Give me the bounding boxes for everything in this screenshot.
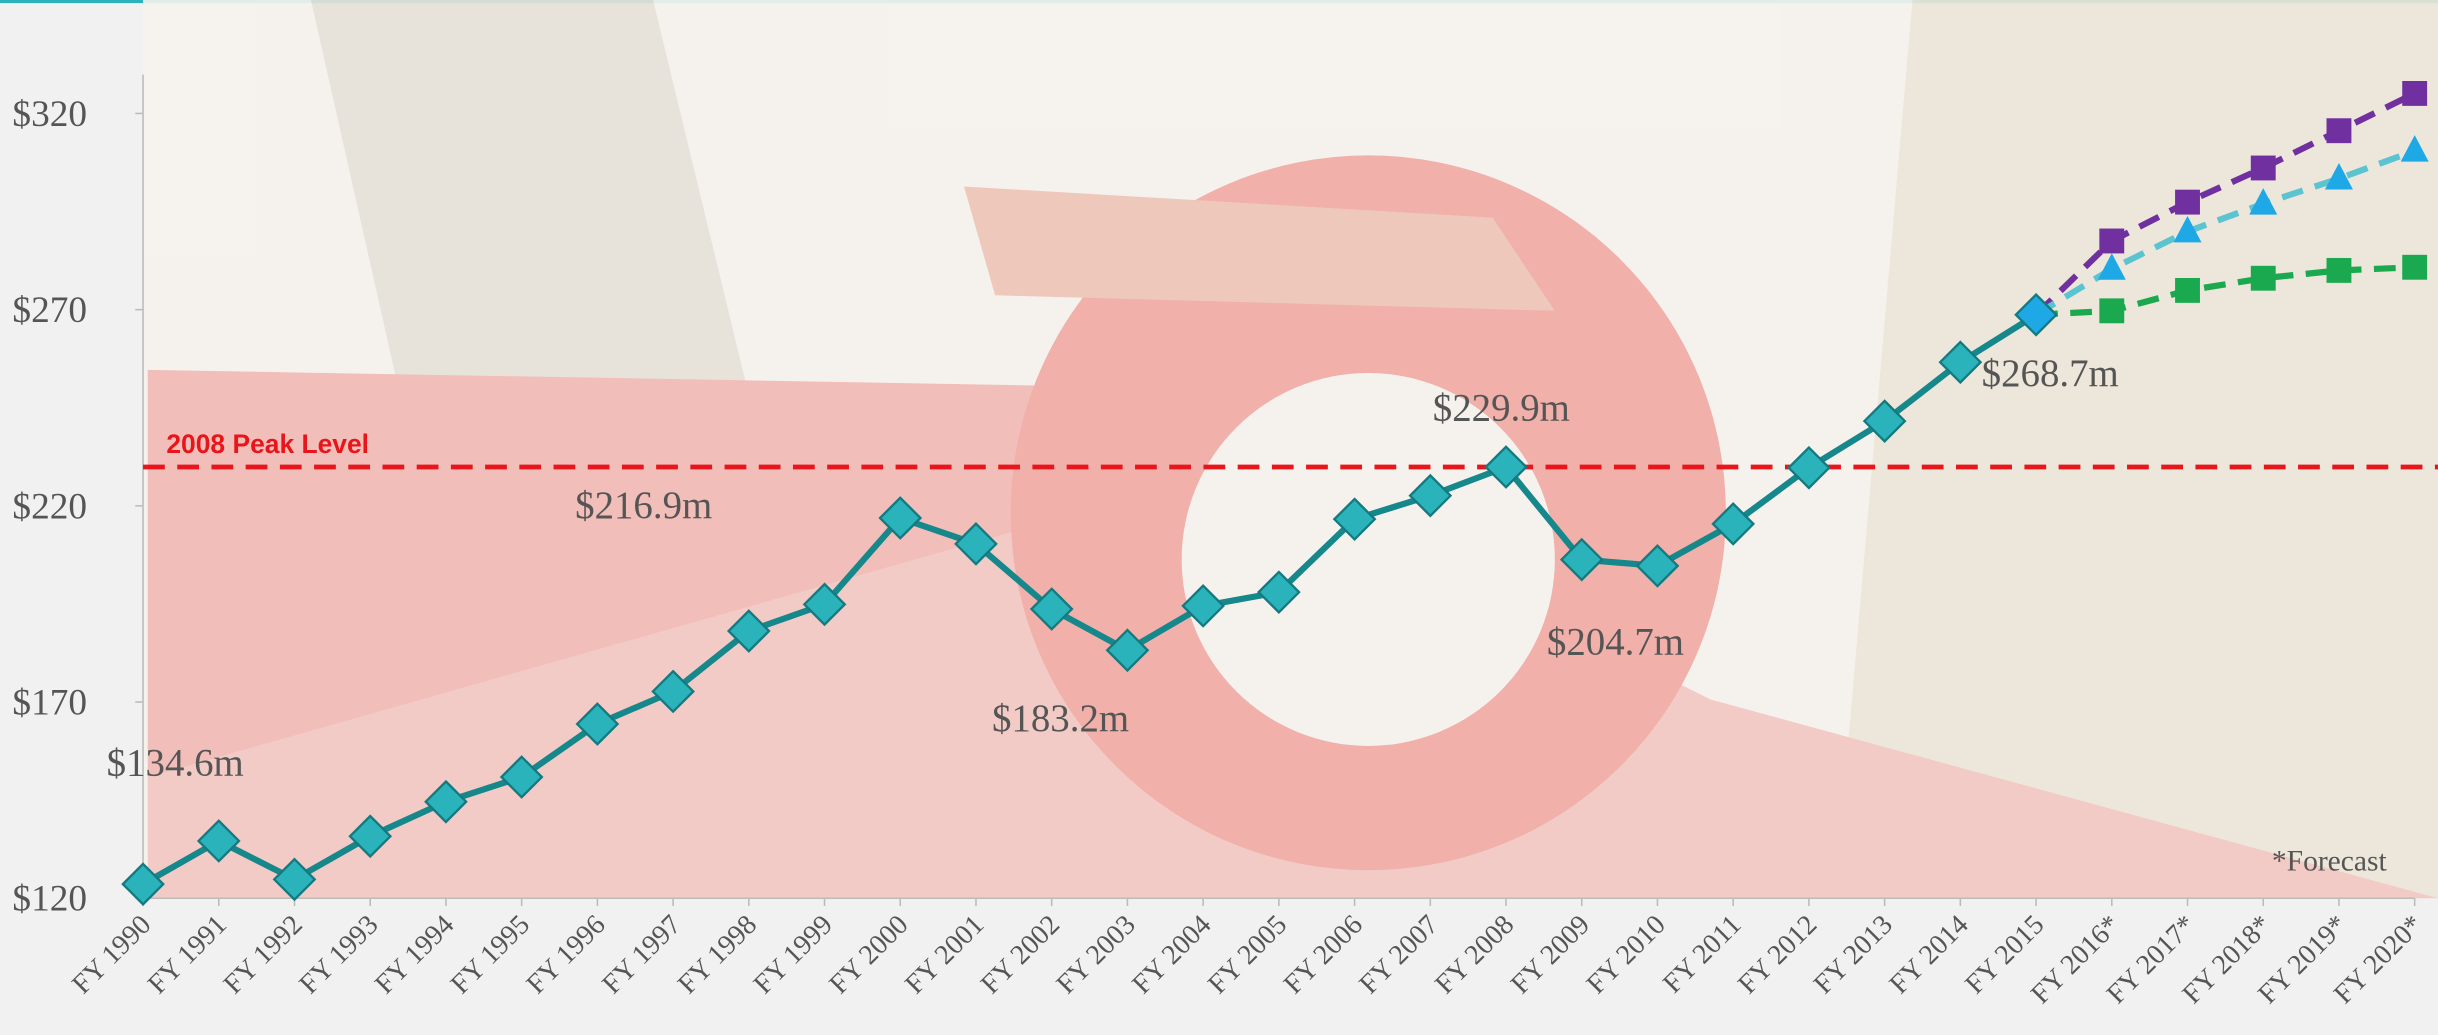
point (2099, 229, 2124, 254)
point (2175, 278, 2200, 303)
forecast-note: *Forecast (2272, 845, 2388, 877)
point (2327, 258, 2352, 283)
y-tick-label: $270 (12, 290, 87, 331)
value-label: $229.9m (1433, 386, 1570, 429)
value-label: $134.6m (107, 742, 244, 785)
y-tick-label: $320 (12, 94, 87, 135)
point (2402, 255, 2427, 280)
backdrop-photo (143, 0, 2438, 898)
point (2099, 298, 2124, 323)
point (2327, 118, 2352, 143)
chart: *Forecast $120$170$220$270$320FY 1990FY … (0, 0, 2438, 1035)
page: *Forecast $120$170$220$270$320FY 1990FY … (0, 0, 2438, 1035)
y-tick-label: $220 (12, 486, 87, 527)
value-label: $204.7m (1547, 620, 1684, 663)
point (2402, 81, 2427, 106)
y-tick-label: $170 (12, 682, 87, 723)
point (2251, 156, 2276, 181)
y-tick-label: $120 (12, 879, 87, 920)
point (2175, 190, 2200, 215)
point (2251, 266, 2276, 291)
reference-label: 2008 Peak Level (166, 429, 369, 459)
value-label: $183.2m (992, 697, 1129, 740)
value-label: $216.9m (575, 484, 712, 527)
value-label: $268.7m (1982, 352, 2119, 395)
